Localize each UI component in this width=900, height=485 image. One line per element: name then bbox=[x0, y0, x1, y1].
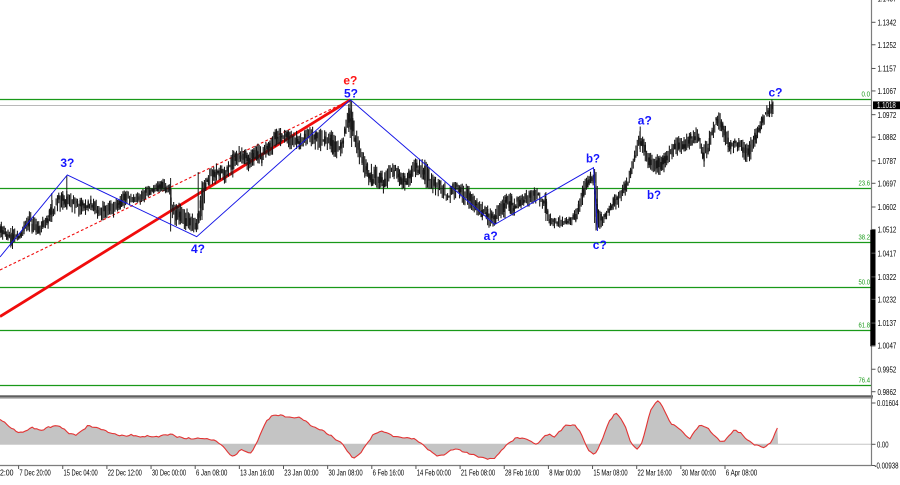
svg-text:5?: 5? bbox=[344, 87, 358, 101]
svg-text:1.1018: 1.1018 bbox=[877, 101, 896, 110]
svg-text:b?: b? bbox=[586, 152, 600, 166]
svg-text:1.0787: 1.0787 bbox=[878, 157, 897, 166]
svg-text:0.01604: 0.01604 bbox=[877, 399, 899, 408]
svg-text:1.0137: 1.0137 bbox=[878, 319, 897, 328]
svg-text:1.1157: 1.1157 bbox=[878, 65, 897, 74]
svg-text:e?: e? bbox=[343, 74, 357, 88]
svg-text:61.8: 61.8 bbox=[859, 320, 871, 329]
svg-text:1.1067: 1.1067 bbox=[878, 87, 897, 96]
svg-text:7 Dec 20:00: 7 Dec 20:00 bbox=[19, 469, 51, 478]
svg-text:c?: c? bbox=[593, 238, 607, 252]
svg-text:38.2: 38.2 bbox=[859, 232, 871, 241]
svg-text:4?: 4? bbox=[191, 242, 205, 256]
svg-text:1.0232: 1.0232 bbox=[878, 295, 897, 304]
svg-text:b?: b? bbox=[647, 188, 661, 202]
svg-text:23 Jan 00:00: 23 Jan 00:00 bbox=[284, 469, 319, 478]
svg-text:13 Jan 16:00: 13 Jan 16:00 bbox=[240, 469, 275, 478]
svg-text:1.1342: 1.1342 bbox=[878, 18, 897, 27]
svg-text:30 Mar 00:00: 30 Mar 00:00 bbox=[682, 469, 717, 478]
svg-text:1.1252: 1.1252 bbox=[878, 41, 897, 50]
svg-text:1.0882: 1.0882 bbox=[878, 133, 897, 142]
svg-text:28 Feb 16:00: 28 Feb 16:00 bbox=[505, 469, 540, 478]
svg-text:1.0602: 1.0602 bbox=[878, 203, 897, 212]
svg-text:22 Dec 12:00: 22 Dec 12:00 bbox=[108, 469, 143, 478]
svg-text:22 Mar 16:00: 22 Mar 16:00 bbox=[638, 469, 673, 478]
svg-text:14 Feb 00:00: 14 Feb 00:00 bbox=[417, 469, 452, 478]
svg-text:21 Feb 08:00: 21 Feb 08:00 bbox=[461, 469, 496, 478]
svg-text:2:00: 2:00 bbox=[0, 469, 14, 478]
svg-text:6 Feb 16:00: 6 Feb 16:00 bbox=[373, 469, 405, 478]
svg-text:c?: c? bbox=[769, 85, 783, 99]
svg-text:1.0972: 1.0972 bbox=[878, 111, 897, 120]
svg-text:0.00: 0.00 bbox=[877, 441, 889, 450]
svg-text:a?: a? bbox=[638, 114, 652, 128]
svg-text:1.0417: 1.0417 bbox=[878, 249, 897, 258]
svg-text:1.0512: 1.0512 bbox=[878, 226, 897, 235]
svg-text:6 Jan 08:00: 6 Jan 08:00 bbox=[196, 469, 228, 478]
svg-text:3?: 3? bbox=[60, 156, 74, 170]
svg-text:76.4: 76.4 bbox=[859, 375, 871, 384]
svg-text:0.0: 0.0 bbox=[862, 89, 871, 98]
svg-text:0.9862: 0.9862 bbox=[878, 388, 897, 397]
svg-text:a?: a? bbox=[484, 229, 498, 243]
svg-text:30 Jan 08:00: 30 Jan 08:00 bbox=[328, 469, 363, 478]
svg-text:0.9952: 0.9952 bbox=[878, 365, 897, 374]
svg-text:6 Apr 08:00: 6 Apr 08:00 bbox=[726, 469, 758, 478]
svg-text:1.0697: 1.0697 bbox=[878, 179, 897, 188]
svg-text:1.1437: 1.1437 bbox=[878, 0, 897, 4]
svg-text:15 Dec 04:00: 15 Dec 04:00 bbox=[64, 469, 99, 478]
svg-text:15 Mar 08:00: 15 Mar 08:00 bbox=[593, 469, 628, 478]
svg-text:30 Dec 00:00: 30 Dec 00:00 bbox=[152, 469, 187, 478]
svg-text:1.0047: 1.0047 bbox=[878, 342, 897, 351]
svg-text:-0.00938: -0.00938 bbox=[875, 462, 899, 471]
svg-text:23.6: 23.6 bbox=[859, 178, 871, 187]
svg-text:50.0: 50.0 bbox=[859, 277, 871, 286]
svg-text:8 Mar 00:00: 8 Mar 00:00 bbox=[549, 469, 581, 478]
svg-text:1.0322: 1.0322 bbox=[878, 273, 897, 282]
